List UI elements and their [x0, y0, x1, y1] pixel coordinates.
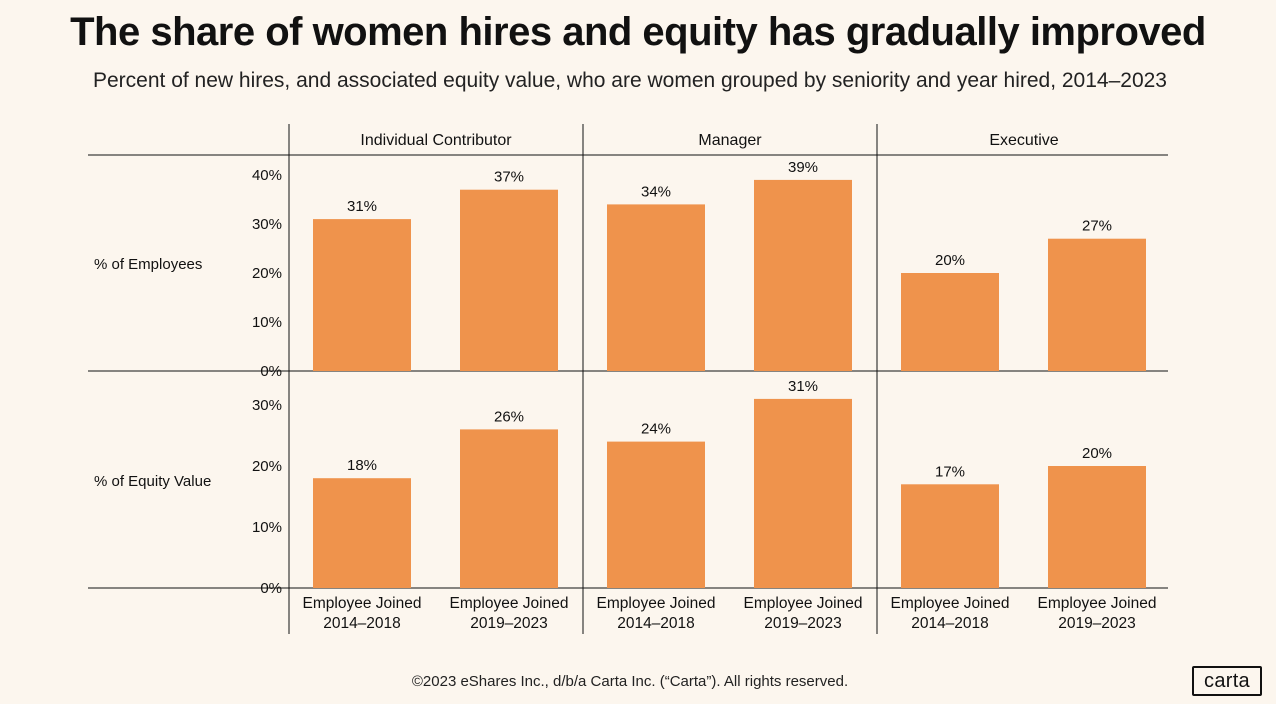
data-label: 39%	[788, 159, 818, 176]
data-label: 20%	[935, 252, 965, 269]
data-label: 31%	[788, 378, 818, 395]
data-label: 24%	[641, 421, 671, 438]
chart-subtitle: Percent of new hires, and associated equ…	[92, 69, 1167, 92]
bar	[1048, 238, 1146, 371]
data-label: 34%	[641, 183, 671, 200]
x-tick-label: Employee Joined	[1038, 595, 1157, 612]
y-tick-label: 30%	[252, 216, 282, 233]
x-tick-label: Employee Joined	[597, 595, 716, 612]
data-label: 20%	[1082, 445, 1112, 462]
y-tick-label: 10%	[252, 314, 282, 331]
bar	[607, 204, 705, 371]
x-tick-label: 2014–2018	[323, 615, 401, 632]
y-tick-label: 20%	[252, 265, 282, 282]
y-tick-label: 0%	[260, 580, 282, 597]
row-label: % of Employees	[94, 256, 202, 273]
chart-title: The share of women hires and equity has …	[70, 10, 1206, 54]
bar	[460, 429, 558, 588]
x-tick-label: 2019–2023	[764, 615, 842, 632]
data-label: 27%	[1082, 218, 1112, 235]
x-tick-label: 2019–2023	[470, 615, 548, 632]
bar	[901, 273, 999, 371]
x-tick-label: 2014–2018	[617, 615, 695, 632]
y-tick-label: 10%	[252, 519, 282, 536]
y-tick-label: 30%	[252, 397, 282, 414]
x-tick-label: 2014–2018	[911, 615, 989, 632]
bar	[754, 179, 852, 371]
y-tick-label: 20%	[252, 458, 282, 475]
bar	[313, 219, 411, 371]
y-tick-label: 40%	[252, 167, 282, 184]
data-label: 37%	[494, 169, 524, 186]
column-header-individual-contributor: Individual Contributor	[360, 132, 512, 149]
row-label: % of Equity Value	[94, 473, 211, 490]
column-header-executive: Executive	[989, 132, 1058, 149]
bar	[754, 398, 852, 588]
x-tick-label: 2019–2023	[1058, 615, 1136, 632]
x-tick-label: Employee Joined	[450, 595, 569, 612]
column-header-manager: Manager	[698, 132, 762, 149]
y-tick-label: 0%	[260, 363, 282, 380]
x-tick-label: Employee Joined	[303, 595, 422, 612]
data-label: 18%	[347, 457, 377, 474]
bar	[1048, 466, 1146, 588]
data-label: 31%	[347, 198, 377, 215]
bar	[607, 441, 705, 588]
bar	[313, 478, 411, 588]
carta-logo: carta	[1192, 666, 1262, 696]
bar	[901, 484, 999, 588]
data-label: 26%	[494, 408, 524, 425]
x-tick-label: Employee Joined	[744, 595, 863, 612]
data-label: 17%	[935, 463, 965, 480]
x-tick-label: Employee Joined	[891, 595, 1010, 612]
copyright-footer: ©2023 eShares Inc., d/b/a Carta Inc. (“C…	[411, 673, 849, 690]
bar	[460, 189, 558, 371]
